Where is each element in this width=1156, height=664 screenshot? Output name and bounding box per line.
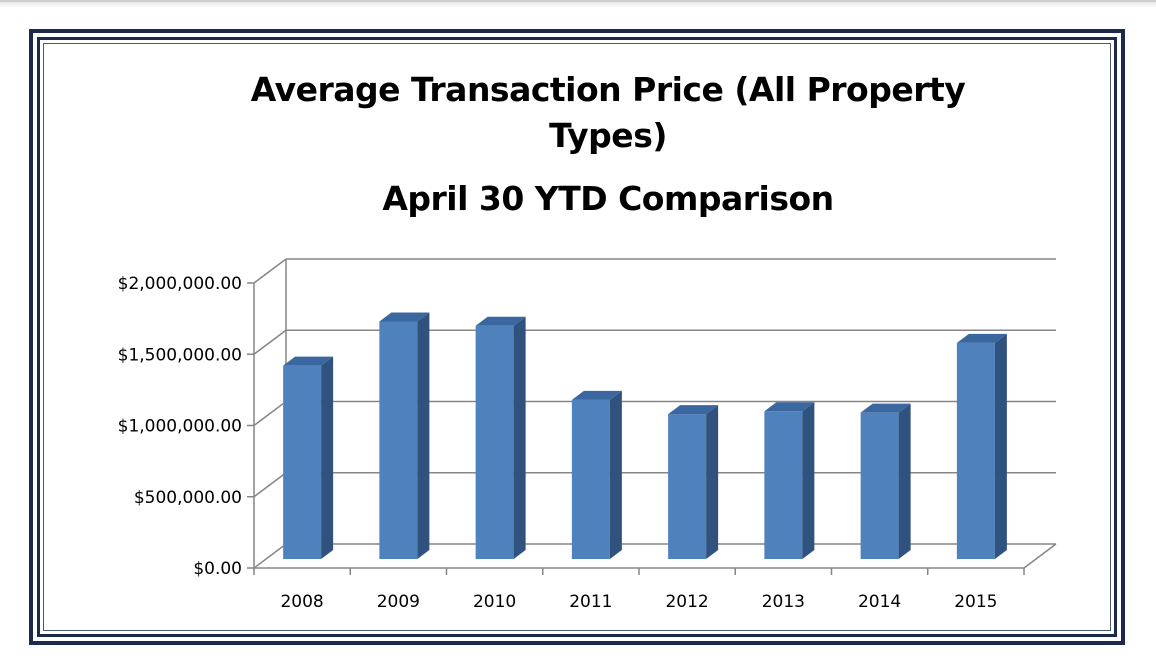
bar [571, 390, 622, 559]
bar-top [379, 312, 430, 322]
bar [379, 312, 430, 559]
bar-top [764, 402, 815, 412]
bar-side [706, 405, 719, 559]
x-tick-label: 2015 [954, 592, 997, 612]
y-tick-label: $2,000,000.00 [118, 274, 242, 294]
floor-edge-right [1023, 543, 1057, 569]
x-tick-label: 2010 [473, 592, 516, 612]
bar-top [860, 403, 911, 413]
axes [247, 259, 1057, 575]
bar-top [956, 333, 1007, 343]
bar-front [475, 325, 514, 559]
tick-labels: $0.00 $500,000.00 $1,000,000.00 $1,500,000.… [118, 274, 998, 612]
bar [956, 333, 1007, 559]
bar-side [802, 402, 815, 559]
bar [283, 356, 334, 559]
gridline-diagonal [253, 258, 287, 284]
y-tick-label: $1,500,000.00 [118, 345, 242, 365]
bar [764, 402, 815, 559]
bar-front [668, 414, 707, 559]
x-tick-label: 2011 [569, 592, 612, 612]
x-tick-label: 2014 [858, 592, 901, 612]
bar-front [956, 342, 995, 559]
gridline-diagonal [253, 543, 287, 569]
x-tick-label: 2009 [377, 592, 420, 612]
gridlines [253, 258, 1056, 569]
bar-side [994, 333, 1007, 559]
bar-side [513, 316, 526, 559]
x-tick-label: 2013 [762, 592, 805, 612]
x-tick-label: 2008 [280, 592, 323, 612]
bar-front [379, 321, 418, 559]
bars [283, 312, 1007, 559]
bar-side [609, 390, 622, 559]
bar-front [860, 412, 899, 559]
gridline-diagonal [253, 472, 287, 498]
bar-top [475, 316, 526, 326]
bar-side [898, 403, 911, 559]
chart-title-line-3: April 30 YTD Comparison [382, 179, 834, 218]
bar-side [417, 312, 430, 559]
bar-front [571, 399, 610, 559]
window-top-edge [0, 0, 1156, 8]
chart-title-line-2: Types) [549, 116, 667, 155]
bar [860, 403, 911, 559]
gridline-diagonal [253, 329, 287, 355]
bar-top [571, 390, 622, 400]
x-tick-label: 2012 [665, 592, 708, 612]
chart-title-line-1: Average Transaction Price (All Property [250, 70, 966, 109]
bar-top [283, 356, 334, 366]
gridline-diagonal [253, 400, 287, 427]
bar [475, 316, 526, 559]
bar-front [283, 365, 322, 559]
y-tick-label: $1,000,000.00 [118, 417, 242, 437]
bar-top [668, 405, 719, 415]
bar-side [321, 356, 334, 559]
y-tick-label: $0.00 [193, 559, 242, 579]
chart-frame-inner-border [37, 37, 1117, 637]
bar [668, 405, 719, 559]
bar-front [764, 411, 803, 559]
y-tick-label: $500,000.00 [134, 488, 242, 508]
